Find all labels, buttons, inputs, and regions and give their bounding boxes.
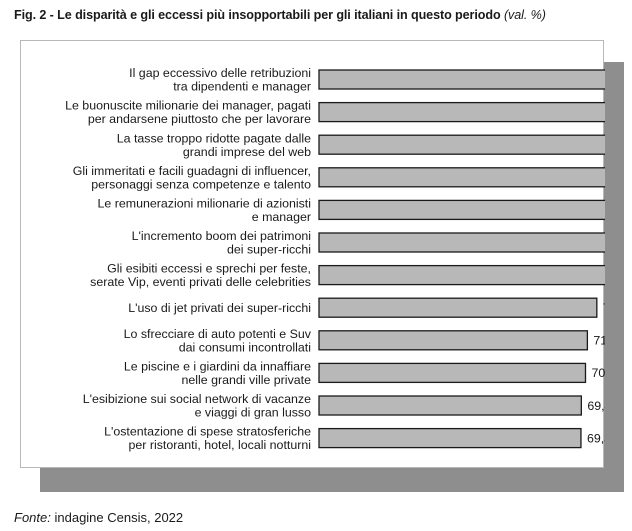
category-label-line: per ristoranti, hotel, locali notturni xyxy=(128,438,311,452)
bar xyxy=(318,264,605,286)
bar-row: L'uso di jet privati dei super-ricchi 73,… xyxy=(128,297,605,318)
title-unit: (val. %) xyxy=(503,8,546,22)
value-label: 70,5 xyxy=(591,366,605,380)
category-label-line: Gli immeritati e facili guadagni di infl… xyxy=(73,164,311,178)
bar xyxy=(318,167,605,188)
category-label: L'uso di jet privati dei super-ricchi xyxy=(128,301,311,315)
category-label: Lo sfrecciare di auto potenti e Suv dai c… xyxy=(124,327,312,355)
bar xyxy=(318,297,598,318)
value-label: 73,5 xyxy=(603,301,605,315)
category-label: L'ostentazione di spese stratosferiche pe… xyxy=(104,425,311,453)
category-label-line: e viaggi di gran lusso xyxy=(195,406,312,420)
category-label-line: La tasse troppo ridotte pagate dalle xyxy=(117,131,311,145)
source-text: indagine Censis, 2022 xyxy=(54,510,184,525)
bar xyxy=(318,427,582,449)
category-label: Le remunerazioni milionarie di azionisti… xyxy=(98,196,312,224)
category-label-line: dai consumi incontrollati xyxy=(179,340,311,354)
title-text: Fig. 2 - Le disparità e gli eccessi più … xyxy=(14,8,501,22)
chart-panel: Il gap eccessivo delle retribuzioni tra d… xyxy=(20,40,605,468)
bar-row: Le piscine e i giardini da innaffiare nel… xyxy=(124,359,605,387)
category-label-line: Lo sfrecciare di auto potenti e Suv xyxy=(124,327,312,341)
bar-row: Il gap eccessivo delle retribuzioni tra d… xyxy=(129,66,605,94)
category-label-line: Le piscine e i giardini da innaffiare xyxy=(124,359,311,373)
category-label-line: tra dipendenti e manager xyxy=(173,80,311,94)
category-label-line: Le buonuscite milionarie dei manager, pa… xyxy=(65,99,311,113)
category-label-line: L'uso di jet privati dei super-ricchi xyxy=(128,301,311,315)
bar-row: Gli immeritati e facili guadagni di infl… xyxy=(73,164,605,192)
bar xyxy=(318,232,605,253)
bar xyxy=(318,362,587,384)
category-label-line: nelle grandi ville private xyxy=(182,373,312,387)
category-label-line: personaggi senza competenze e talento xyxy=(91,177,311,191)
category-label-line: Le remunerazioni milionarie di azionisti xyxy=(98,196,312,210)
category-label-line: Gli esibiti eccessi e sprechi per feste, xyxy=(107,262,311,276)
bar-row: La tasse troppo ridotte pagate dalle gran… xyxy=(117,131,605,159)
category-label: Gli esibiti eccessi e sprechi per feste,… xyxy=(90,262,311,290)
category-label: L'incremento boom dei patrimoni dei super… xyxy=(132,229,311,256)
bar xyxy=(318,69,605,90)
bar-row: L'incremento boom dei patrimoni dei super… xyxy=(132,229,605,257)
bar xyxy=(318,101,605,123)
bar xyxy=(318,395,582,416)
category-label-line: e manager xyxy=(252,210,311,224)
bar xyxy=(318,199,605,221)
bar xyxy=(318,134,605,155)
category-label-line: L'esibizione sui social network di vacan… xyxy=(83,392,311,406)
bar-row: Le buonuscite milionarie dei manager, pa… xyxy=(65,99,605,127)
bar-row: L'esibizione sui social network di vacan… xyxy=(83,392,605,420)
category-label: Le piscine e i giardini da innaffiare nel… xyxy=(124,359,311,387)
value-label: 69,4 xyxy=(587,399,605,413)
category-label: Le buonuscite milionarie dei manager, pa… xyxy=(65,99,311,127)
category-label-line: dei super-ricchi xyxy=(227,243,311,257)
chart-title: Fig. 2 - Le disparità e gli eccessi più … xyxy=(14,8,624,22)
bar-chart: Il gap eccessivo delle retribuzioni tra d… xyxy=(65,66,605,453)
category-label-line: L'incremento boom dei patrimoni xyxy=(132,229,311,243)
bar-row: Le remunerazioni milionarie di azionisti… xyxy=(98,196,605,224)
bar-row: Lo sfrecciare di auto potenti e Suv dai c… xyxy=(124,327,605,355)
source-label: Fonte: xyxy=(14,510,51,525)
category-label-line: per andarsene piuttosto che per lavorare xyxy=(88,112,311,126)
value-label: 71,0 xyxy=(593,334,605,348)
source-note: Fonte: indagine Censis, 2022 xyxy=(14,510,183,525)
bar-row: L'ostentazione di spese stratosferiche pe… xyxy=(104,425,605,453)
category-label: Il gap eccessivo delle retribuzioni tra d… xyxy=(129,66,311,94)
category-label: La tasse troppo ridotte pagate dalle gran… xyxy=(117,131,311,159)
bar-row: Gli esibiti eccessi e sprechi per feste,… xyxy=(90,262,605,290)
category-label: Gli immeritati e facili guadagni di infl… xyxy=(73,164,311,192)
category-label-line: L'ostentazione di spese stratosferiche xyxy=(104,425,311,439)
value-label: 69,3 xyxy=(587,431,605,445)
bar xyxy=(318,330,589,351)
category-label: L'esibizione sui social network di vacan… xyxy=(83,392,311,420)
category-label-line: grandi imprese del web xyxy=(183,145,311,159)
category-label-line: serate Vip, eventi privati delle celebri… xyxy=(90,275,311,289)
category-label-line: Il gap eccessivo delle retribuzioni xyxy=(129,66,311,80)
